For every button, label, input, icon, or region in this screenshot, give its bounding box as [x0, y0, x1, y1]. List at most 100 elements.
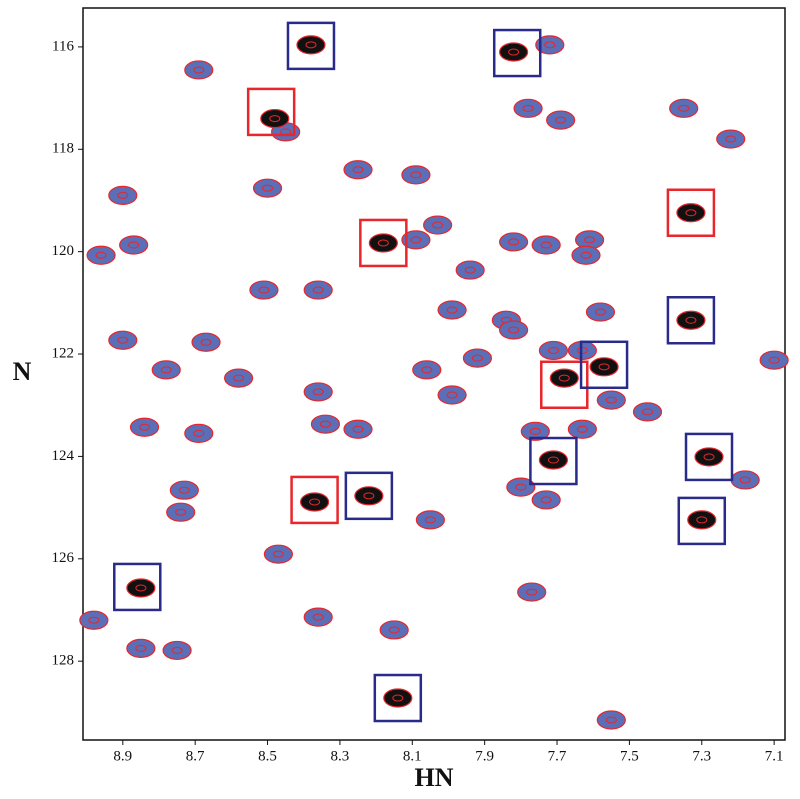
peak-core — [576, 346, 588, 354]
peak-core — [388, 626, 400, 634]
peak — [520, 421, 550, 441]
x-tick-label: 8.5 — [258, 748, 277, 764]
peak — [513, 98, 543, 118]
peak-core — [319, 420, 331, 428]
peak — [531, 235, 561, 255]
peak-core — [508, 238, 520, 246]
peak-core — [685, 209, 697, 217]
peak-core — [540, 241, 552, 249]
peak — [108, 185, 138, 205]
x-tick-label: 7.5 — [620, 748, 639, 764]
peak — [437, 385, 467, 405]
peak-core — [508, 326, 520, 334]
peak-core — [200, 338, 212, 346]
peak-core — [432, 221, 444, 229]
x-tick-label: 8.3 — [331, 748, 350, 764]
peak-core — [685, 316, 697, 324]
peak — [79, 610, 109, 630]
peak — [260, 108, 290, 129]
x-tick-label: 8.9 — [113, 748, 132, 764]
peak-core — [739, 476, 751, 484]
peak-core — [471, 354, 483, 362]
peak — [223, 368, 254, 388]
x-tick-label: 7.9 — [475, 748, 494, 764]
peak — [303, 382, 333, 402]
peak — [263, 544, 294, 564]
x-tick-label: 8.1 — [403, 748, 422, 764]
y-tick-label: 122 — [52, 345, 75, 361]
peak — [669, 98, 699, 118]
peak — [535, 35, 565, 55]
peak — [383, 688, 413, 708]
highlight-box — [286, 21, 336, 71]
y-tick-label: 128 — [52, 653, 75, 669]
peak — [108, 330, 138, 350]
peak-core — [515, 483, 527, 491]
peak — [676, 203, 706, 223]
peak — [437, 300, 467, 320]
peak-core — [424, 516, 436, 524]
peak — [730, 470, 760, 490]
peak — [506, 477, 536, 497]
peak-core — [193, 66, 205, 74]
peak — [567, 340, 597, 361]
peak-core — [558, 374, 570, 382]
peak-core — [305, 41, 317, 49]
peak — [119, 235, 149, 255]
peak — [423, 215, 453, 235]
peak-core — [377, 239, 389, 247]
peak — [694, 447, 724, 467]
peak — [538, 340, 569, 361]
peak — [401, 165, 431, 185]
peak-core — [160, 366, 172, 374]
peak-core — [410, 236, 422, 244]
peak-core — [544, 41, 556, 49]
peak-core — [272, 550, 284, 558]
peak-core — [547, 346, 559, 354]
peak — [462, 348, 493, 368]
peak — [296, 35, 326, 55]
plot-frame — [82, 7, 786, 741]
peak-core — [555, 116, 567, 124]
peak — [343, 160, 373, 180]
highlight-box — [579, 340, 629, 390]
highlight-box — [113, 562, 162, 612]
peak — [191, 332, 221, 352]
peak-core — [175, 508, 187, 516]
peak-core — [598, 363, 610, 371]
peak-core — [312, 388, 324, 396]
peak-core — [576, 425, 588, 433]
peak — [596, 390, 626, 410]
peak — [126, 578, 156, 598]
peak-core — [547, 456, 559, 464]
peak-core — [233, 374, 245, 382]
peak — [343, 419, 373, 439]
highlight-box — [666, 188, 716, 238]
peak-core — [258, 286, 270, 294]
peak — [517, 582, 547, 602]
peak — [687, 510, 717, 530]
peak — [368, 233, 398, 253]
peak — [676, 310, 706, 330]
x-tick-label: 8.7 — [186, 748, 205, 764]
highlight-box — [492, 28, 542, 78]
peak — [86, 245, 116, 265]
highlight-box — [246, 87, 296, 137]
x-tick-label: 7.3 — [692, 748, 711, 764]
peak — [401, 230, 431, 250]
peak-core — [95, 251, 107, 259]
peak — [567, 419, 597, 439]
peak — [299, 492, 330, 512]
peak-core — [135, 584, 147, 592]
peak — [129, 417, 160, 437]
peak — [499, 42, 529, 62]
peak — [303, 280, 333, 300]
peak-core — [88, 616, 100, 624]
peak-core — [352, 425, 364, 433]
peak-core — [464, 266, 476, 274]
peak-core — [352, 166, 364, 174]
peak — [716, 129, 746, 149]
peak — [549, 368, 579, 388]
peak — [166, 502, 196, 522]
